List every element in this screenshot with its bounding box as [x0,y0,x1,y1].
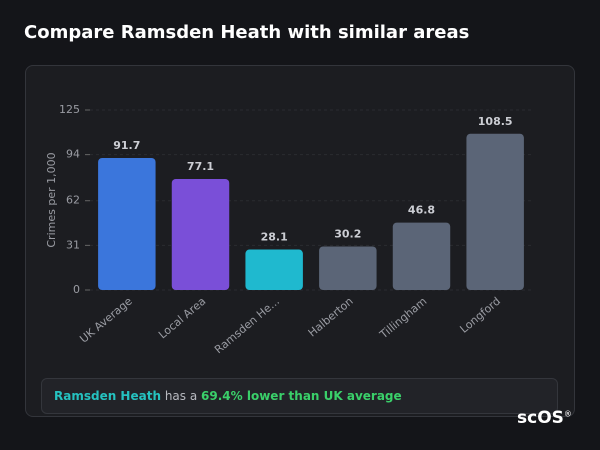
value-label: 30.2 [334,228,361,241]
x-tick-label: Local Area [156,295,208,342]
bar [98,157,156,290]
value-label: 46.8 [408,204,435,217]
logo-mark: ® [563,409,572,419]
bar [466,133,524,290]
y-tick-label: 125 [59,103,80,116]
page-title: Compare Ramsden Heath with similar areas [24,22,470,43]
value-label: 77.1 [187,160,214,173]
summary-highlight: 69.4% lower than UK average [201,389,402,403]
bar [319,246,377,290]
summary: Ramsden Heath has a 69.4% lower than UK … [41,378,558,414]
y-tick-label: 62 [66,194,80,207]
bar [171,178,230,290]
value-label: 91.7 [113,139,140,152]
summary-area: Ramsden Heath [54,389,161,403]
x-tick-label: Longford [457,295,503,336]
y-tick-label: 0 [73,283,80,296]
bar [392,222,451,290]
value-label: 28.1 [261,231,288,244]
x-tick-label: UK Average [77,294,135,345]
x-tick-label: Ramsden He... [212,295,282,357]
bar [245,249,303,290]
x-tick-label: Tillingham [377,295,430,342]
logo-text: scOS [517,408,564,428]
y-axis-label: Crimes per 1,000 [45,152,58,247]
y-tick-label: 31 [66,238,80,251]
value-label: 108.5 [478,115,513,128]
y-tick-label: 94 [66,148,80,161]
logo: scOS® [517,408,572,428]
summary-text: has a [164,389,198,403]
x-tick-label: Halberton [306,295,356,340]
